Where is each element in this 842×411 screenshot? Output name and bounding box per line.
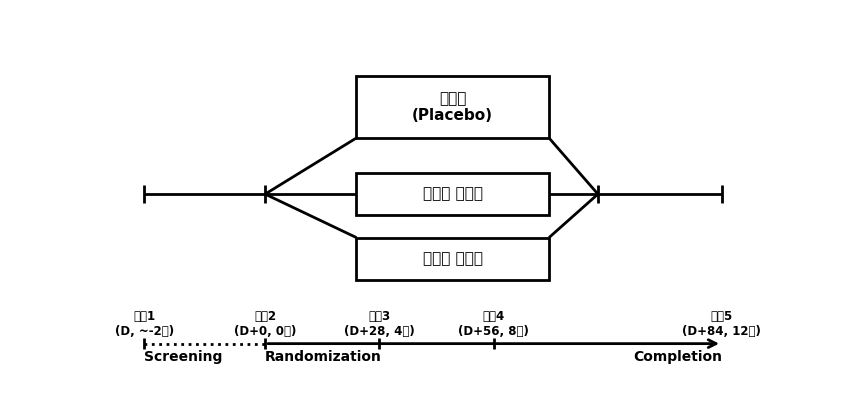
Text: Randomization: Randomization <box>265 350 382 364</box>
Text: Screening: Screening <box>145 350 223 364</box>
Text: 방문4
(D+56, 8주): 방문4 (D+56, 8주) <box>458 310 529 338</box>
Text: 방문5
(D+84, 12주): 방문5 (D+84, 12주) <box>683 310 761 338</box>
Text: 방문2
(D+0, 0주): 방문2 (D+0, 0주) <box>234 310 296 338</box>
Text: Completion: Completion <box>633 350 722 364</box>
Text: 방문1
(D, ~-2주): 방문1 (D, ~-2주) <box>115 310 174 338</box>
Bar <box>356 173 549 215</box>
Bar <box>356 76 549 138</box>
Text: 저용량 시험군: 저용량 시험군 <box>423 187 482 202</box>
Text: 고용량 시험군: 고용량 시험군 <box>423 252 482 266</box>
Bar <box>356 238 549 280</box>
Text: 대조군
(Placebo): 대조군 (Placebo) <box>413 91 493 123</box>
Text: 방문3
(D+28, 4주): 방문3 (D+28, 4주) <box>344 310 415 338</box>
